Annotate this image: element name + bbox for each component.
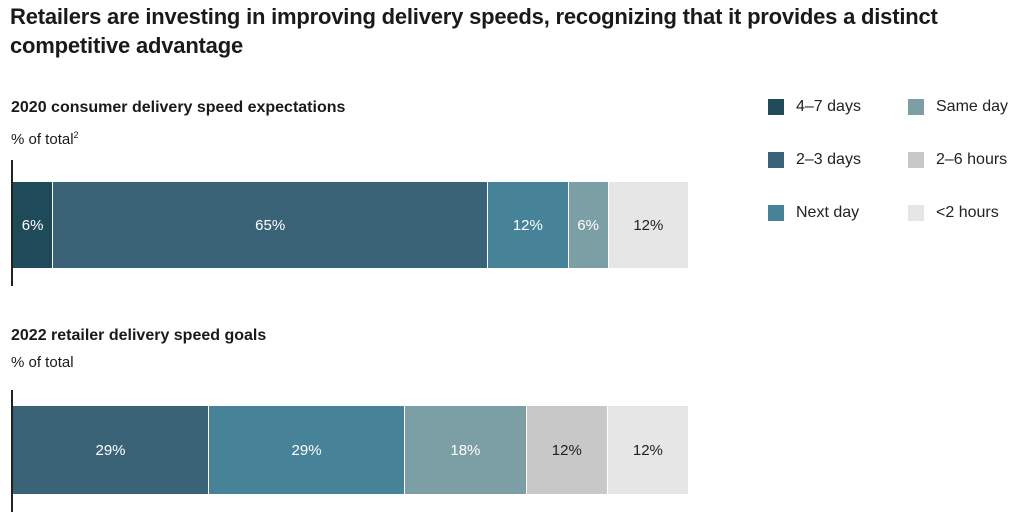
bar-segment-4-7-days: 6% <box>13 182 54 268</box>
chart-subtitle: % of total2 <box>11 130 79 148</box>
data-label: 6% <box>577 216 599 234</box>
chart-subtitle: % of total <box>11 354 74 371</box>
legend-label: 2–3 days <box>796 151 861 168</box>
page-title: Retailers are investing in improving del… <box>10 4 938 58</box>
legend-label: Same day <box>936 98 1009 115</box>
legend-swatch <box>908 99 924 115</box>
data-label: 18% <box>450 441 481 459</box>
legend-item: Same day <box>908 98 1008 116</box>
legend-item: Next day <box>768 204 859 222</box>
legend-label: 2–6 hours <box>936 151 1008 168</box>
data-label: 12% <box>512 216 543 234</box>
data-label: 12% <box>632 441 663 459</box>
data-label: 29% <box>291 441 322 459</box>
legend-swatch <box>768 205 784 221</box>
legend-swatch <box>768 152 784 168</box>
data-label: 12% <box>633 216 664 234</box>
legend-label: 4–7 days <box>796 98 861 115</box>
data-label: 6% <box>21 216 44 234</box>
legend-label: <2 hours <box>936 204 999 221</box>
legend-swatch <box>908 205 924 221</box>
bar-segment--2-hours: 12% <box>607 406 689 494</box>
baseline-axis <box>11 390 13 512</box>
chart-title: 2020 consumer delivery speed expectation… <box>11 99 346 116</box>
stacked-bar: 6% 65% 12% 6% 12% <box>13 182 689 268</box>
stacked-bar: 29% 29% 18% 12% 12% <box>13 406 689 494</box>
bar-segment-same-day: 18% <box>405 406 527 494</box>
legend-item: 2–6 hours <box>908 151 1007 169</box>
bar-segment-next-day: 12% <box>488 182 569 268</box>
legend-item: 4–7 days <box>768 98 861 116</box>
legend-swatch <box>768 99 784 115</box>
bar-segment-same-day: 6% <box>568 182 609 268</box>
legend-swatch <box>908 152 924 168</box>
legend-item: <2 hours <box>908 204 999 222</box>
legend-label: Next day <box>796 204 860 221</box>
legend-item: 2–3 days <box>768 151 861 169</box>
bar-segment--2-hours: 12% <box>608 182 689 268</box>
bar-segment-2-3-days: 29% <box>13 406 210 494</box>
bar-segment-2-3-days: 65% <box>53 182 489 268</box>
chart-title: 2022 retailer delivery speed goals <box>11 327 267 344</box>
data-label: 12% <box>551 441 582 459</box>
bar-segment-2-6-hours: 12% <box>526 406 608 494</box>
data-label: 29% <box>95 441 126 459</box>
baseline-axis <box>11 160 13 286</box>
footnote-marker: 2 <box>73 130 79 140</box>
bar-segment-next-day: 29% <box>209 406 406 494</box>
data-label: 65% <box>255 216 286 234</box>
